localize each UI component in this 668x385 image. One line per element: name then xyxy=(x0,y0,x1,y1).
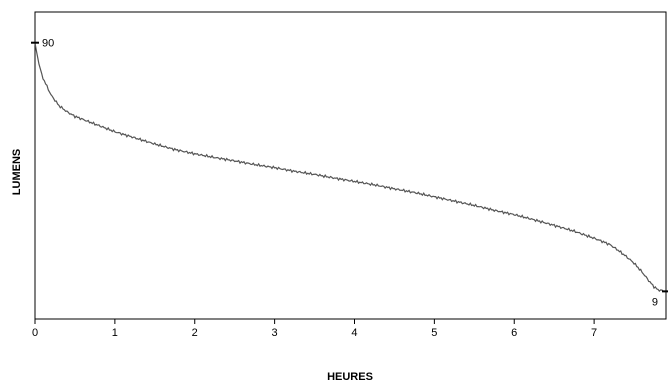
x-tick-label-1: 1 xyxy=(112,327,118,339)
x-tick-label-5: 5 xyxy=(431,327,437,339)
x-tick-label-3: 3 xyxy=(272,327,278,339)
x-axis-ticks xyxy=(34,319,595,324)
x-tick-label-6: 6 xyxy=(511,327,517,339)
x-tick-label-2: 2 xyxy=(192,327,198,339)
x-axis-tick-labels: 0 1 2 3 4 5 6 7 xyxy=(32,327,597,339)
x-tick-label-7: 7 xyxy=(591,327,597,339)
x-axis-label: HEURES xyxy=(327,371,373,383)
y-axis-label: LUMENS xyxy=(11,149,23,195)
x-tick-label-0: 0 xyxy=(32,327,38,339)
data-markers xyxy=(31,41,668,293)
x-tick-label-4: 4 xyxy=(351,327,357,339)
data-label-1: 9 xyxy=(652,296,658,308)
plot-area xyxy=(34,11,667,320)
series-line xyxy=(34,42,667,292)
data-label-0: 90 xyxy=(42,38,54,50)
data-labels: 90 9 xyxy=(42,38,658,309)
